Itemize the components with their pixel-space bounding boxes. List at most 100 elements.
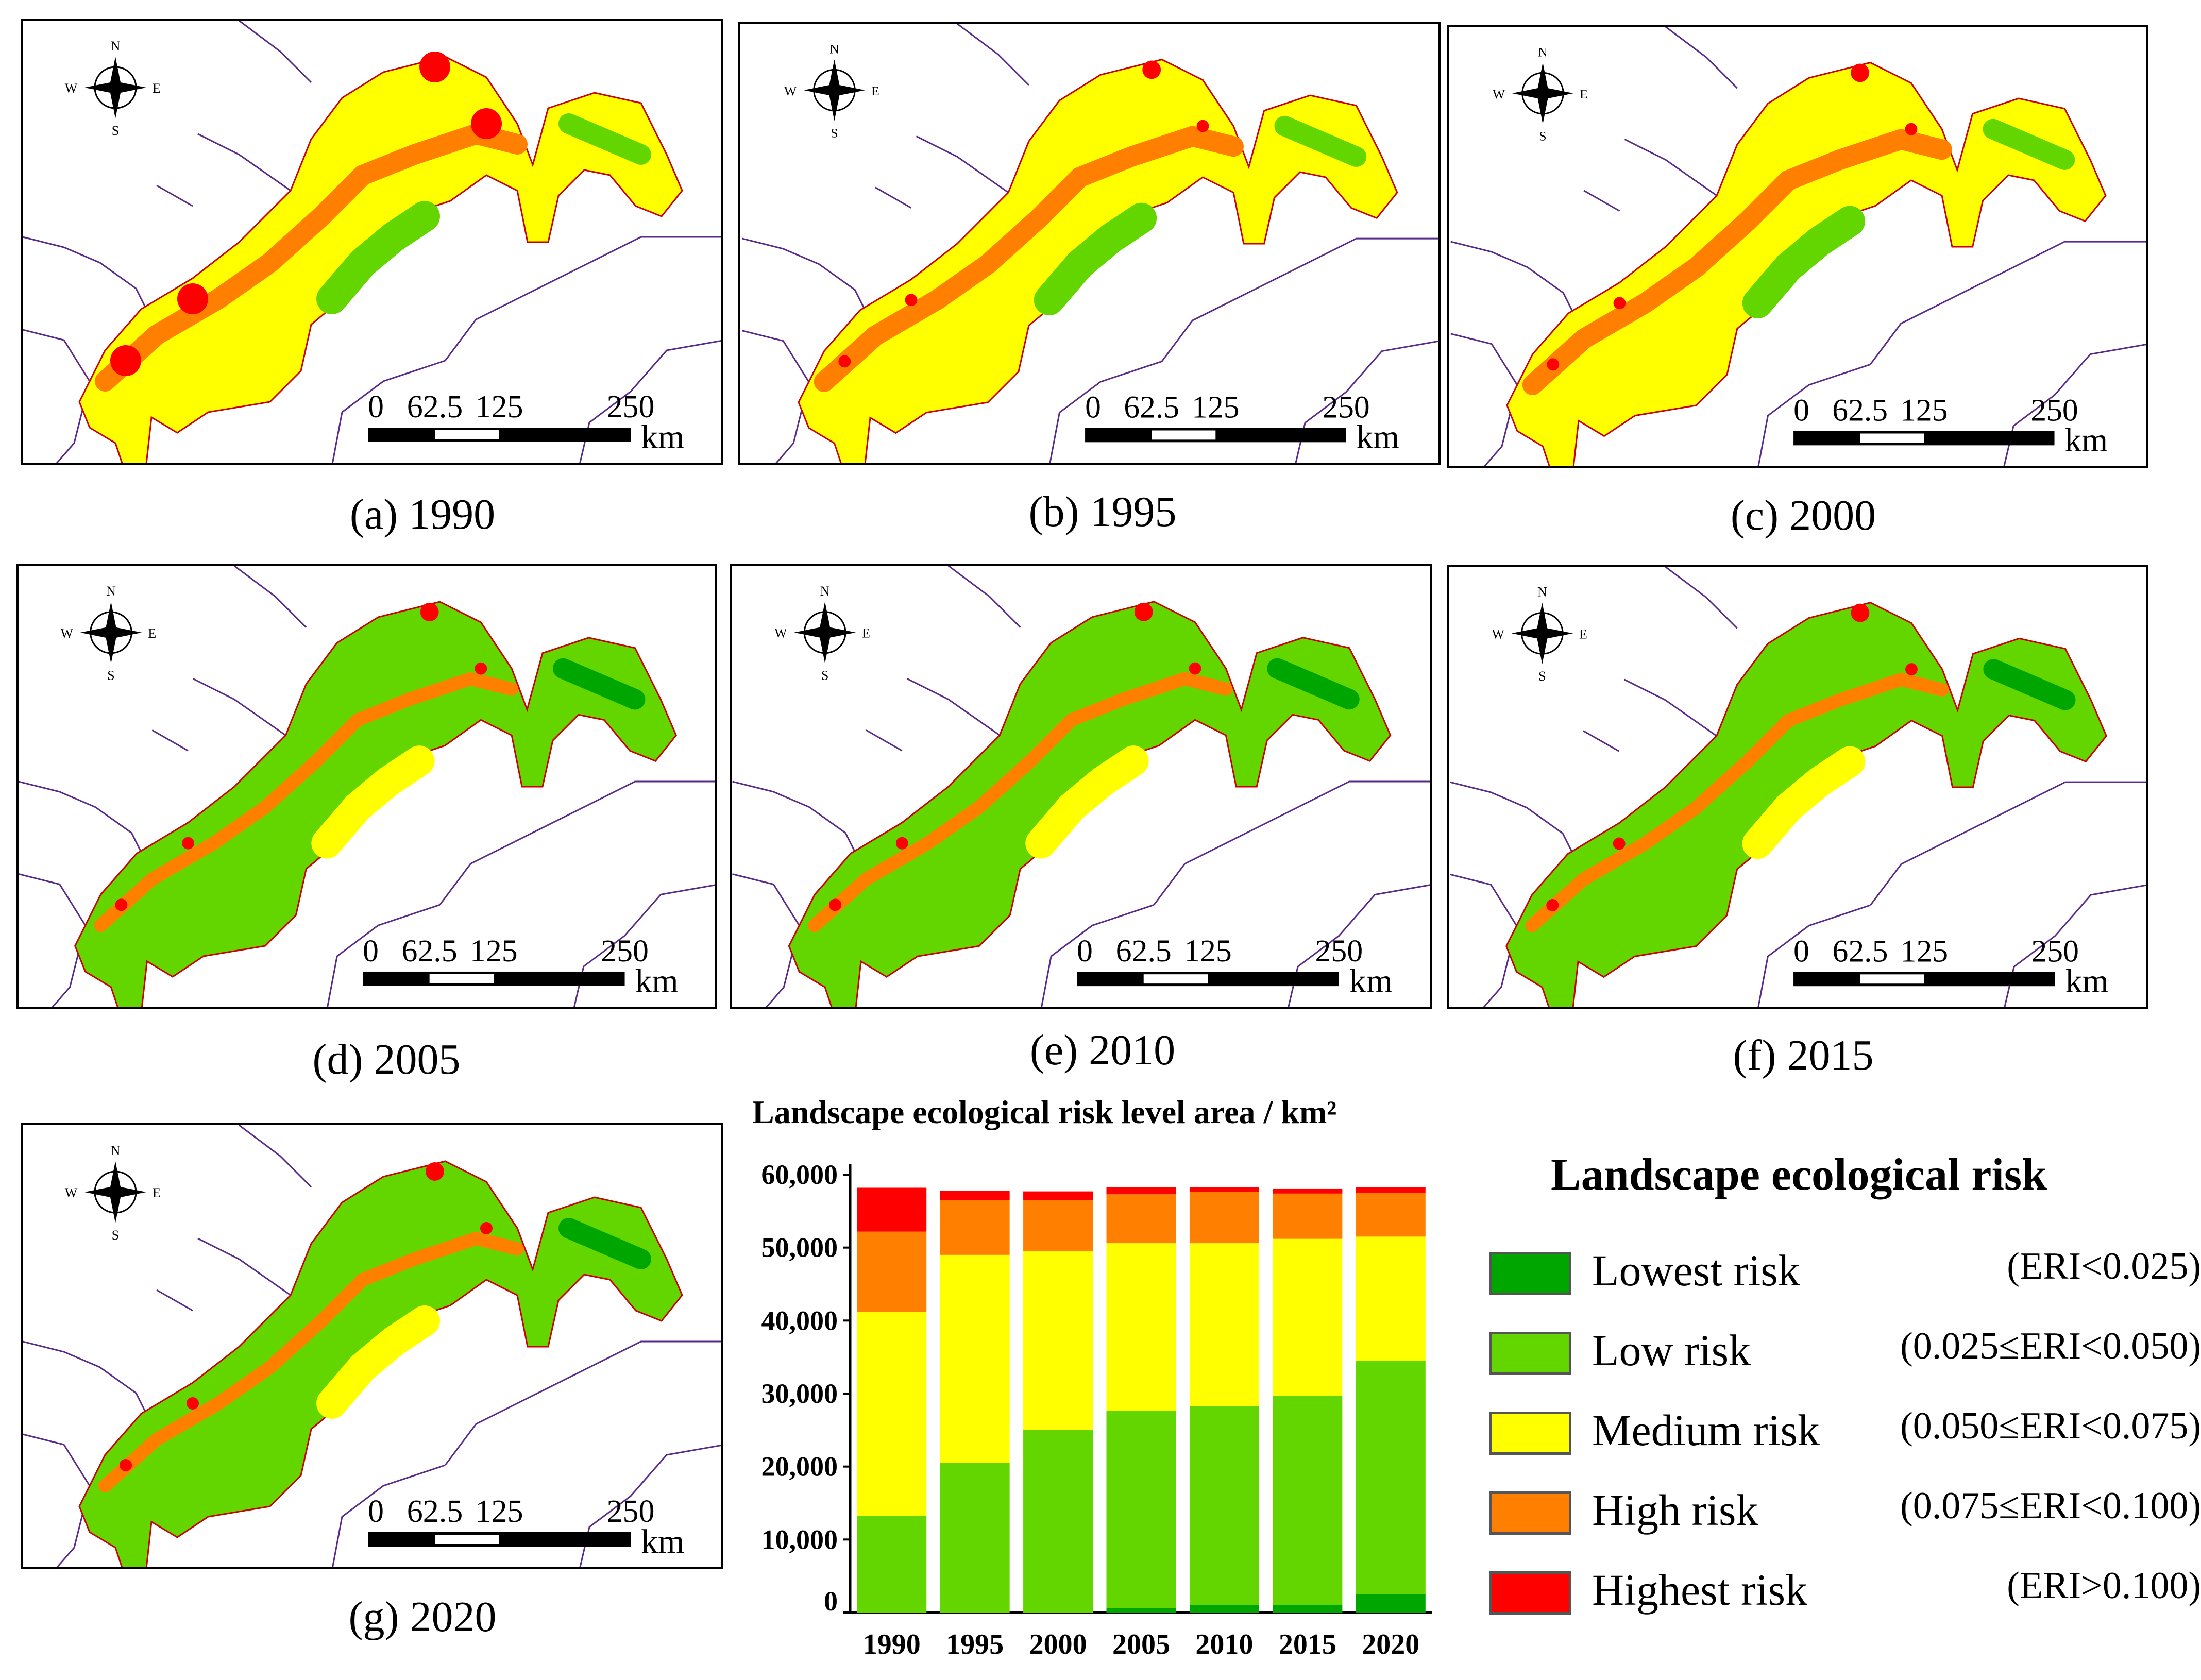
bar-segment-low-risk (1273, 1396, 1343, 1605)
study-region (788, 601, 1392, 1007)
scale-tick-label: 250 (1315, 934, 1363, 969)
map-caption: (b) 1995 (1028, 488, 1177, 536)
scale-unit: km (1349, 962, 1393, 1000)
scale-tick-label: 250 (601, 934, 649, 969)
y-tick-label: 20,000 (761, 1451, 838, 1482)
map-panel: N S E W 0 62.5 125 250 km (1447, 565, 2148, 1009)
bar-segment-lowest-risk (1106, 1608, 1176, 1613)
scale-tick-label: 125 (1184, 934, 1232, 969)
compass-label: E (153, 81, 161, 96)
bar-segment-low-risk (1023, 1430, 1093, 1613)
bar-segment-medium-risk (1189, 1243, 1259, 1406)
y-tick-label: 0 (824, 1586, 838, 1617)
risk-area-chart: Landscape ecological risk level area / k… (721, 1082, 1463, 1677)
y-tick-label: 40,000 (761, 1305, 838, 1336)
study-region (78, 56, 683, 463)
compass-label: E (148, 626, 156, 641)
bar-segment-lowest-risk (1273, 1605, 1343, 1613)
bar-segment-medium-risk (1273, 1238, 1343, 1396)
bar-segment-high-risk (1356, 1193, 1426, 1237)
legend-label: Medium risk (1592, 1405, 1820, 1455)
x-tick-label: 2005 (1112, 1628, 1170, 1660)
compass-icon: N S E W (65, 1143, 161, 1243)
scale-tick-label: 125 (1900, 393, 1948, 428)
map-caption: (f) 2015 (1733, 1031, 1874, 1079)
legend-swatch (1489, 1252, 1571, 1295)
bar-segment-medium-risk (1023, 1251, 1093, 1430)
legend-swatch (1489, 1571, 1571, 1615)
stacked-bar-chart: Landscape ecological risk level area / k… (752, 1094, 1432, 1660)
x-tick-label: 2000 (1029, 1628, 1087, 1660)
compass-label: S (821, 668, 828, 683)
scale-tick-label: 250 (607, 1494, 655, 1529)
bar-segment-medium-risk (1356, 1236, 1426, 1361)
study-region (78, 1160, 683, 1567)
compass-icon: N S E W (65, 39, 161, 138)
y-tick-label: 30,000 (761, 1378, 838, 1409)
compass-label: N (111, 39, 121, 54)
chart-title: Landscape ecological risk level area / k… (752, 1094, 1336, 1130)
bar-segment-medium-risk (940, 1254, 1010, 1463)
map-caption: (c) 2000 (1730, 491, 1876, 539)
map-panel: N S E W 0 62.5 125 250 km (21, 1123, 723, 1569)
legend-label: High risk (1592, 1485, 1758, 1535)
scale-unit: km (641, 418, 684, 456)
compass-label: E (862, 626, 870, 641)
compass-label: W (1493, 87, 1505, 101)
scale-tick-label: 125 (1901, 934, 1949, 969)
bar-segment-medium-risk (857, 1312, 927, 1516)
compass-icon: N S E W (774, 584, 870, 683)
compass-label: W (1492, 626, 1505, 641)
compass-label: W (774, 626, 787, 641)
bar-segment-lowest-risk (1356, 1594, 1426, 1613)
compass-label: S (1538, 669, 1546, 684)
legend-range: (ERI>0.100) (2007, 1565, 2201, 1607)
compass-label: E (1579, 626, 1587, 641)
map-panel: N S E W 0 62.5 125 250 km (1447, 25, 2148, 468)
scale-unit: km (2064, 422, 2108, 459)
legend-item-high: High risk (0.075≤ERI<0.100) (1489, 1481, 2201, 1543)
bar-segment-lowest-risk (1189, 1605, 1259, 1613)
x-tick-label: 2020 (1362, 1628, 1419, 1660)
map-caption: (e) 2010 (1029, 1026, 1176, 1074)
bar-segment-low-risk (857, 1516, 927, 1613)
bar-segment-highest-risk (1189, 1187, 1259, 1192)
scale-unit: km (1356, 419, 1399, 456)
map-panel: N S E W 0 62.5 125 250 km (738, 22, 1441, 465)
scale-tick-label: 0 (368, 1494, 384, 1529)
scale-unit: km (2065, 962, 2109, 1000)
legend-swatch (1489, 1491, 1571, 1535)
scale-tick-label: 125 (476, 1494, 523, 1529)
scale-tick-label: 0 (1793, 934, 1809, 969)
scale-tick-label: 62.5 (1832, 934, 1888, 969)
legend-range: (0.075≤ERI<0.100) (1900, 1485, 2201, 1527)
legend-label: Low risk (1592, 1326, 1751, 1375)
legend-item-lowest: Lowest risk (ERI<0.025) (1489, 1242, 2201, 1303)
compass-label: W (65, 1185, 78, 1200)
map-caption: (d) 2005 (312, 1036, 461, 1083)
compass-label: N (1538, 45, 1548, 60)
scale-tick-label: 125 (1192, 390, 1239, 425)
bar-segment-high-risk (1273, 1193, 1343, 1239)
scale-tick-label: 250 (607, 389, 655, 425)
legend-title: Landscape ecological risk (1551, 1150, 2047, 1200)
study-region (1506, 61, 2107, 466)
scale-tick-label: 62.5 (1124, 390, 1179, 425)
bar-segment-highest-risk (940, 1191, 1010, 1200)
compass-label: W (60, 626, 73, 641)
compass-label: N (820, 584, 830, 599)
y-tick-label: 10,000 (761, 1524, 838, 1555)
legend-item-low: Low risk (0.025≤ERI<0.050) (1489, 1321, 2201, 1383)
scale-tick-label: 125 (476, 389, 523, 425)
legend-label: Highest risk (1592, 1565, 1808, 1615)
compass-icon: N S E W (1493, 45, 1588, 144)
bar-segment-highest-risk (1106, 1187, 1176, 1195)
compass-label: N (111, 1143, 121, 1158)
scale-tick-label: 250 (2030, 393, 2078, 428)
